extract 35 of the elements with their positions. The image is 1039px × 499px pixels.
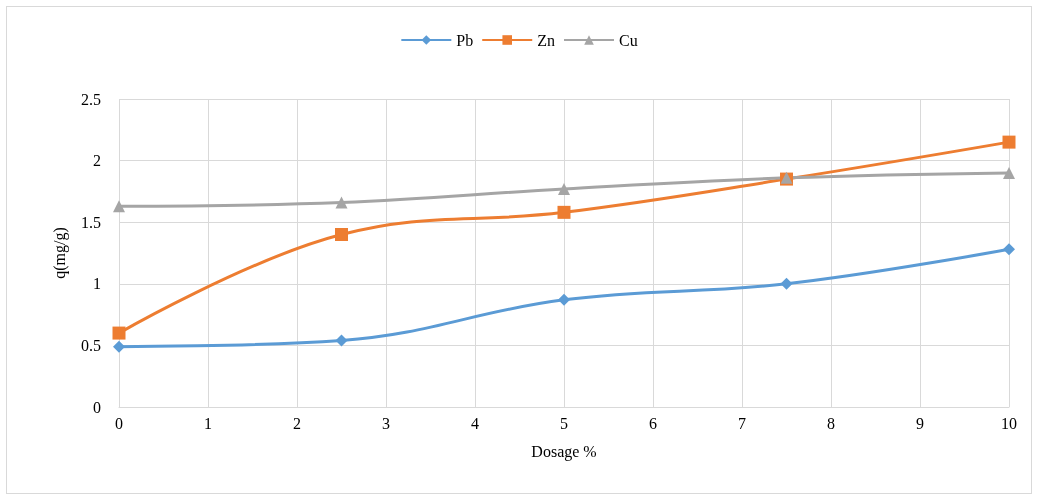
- x-tick-label: 10: [1001, 414, 1017, 432]
- y-tick-label: 2.5: [81, 90, 101, 108]
- x-tick-label: 9: [916, 414, 924, 432]
- point: [113, 200, 125, 213]
- x-tick-label: 1: [204, 414, 212, 432]
- legend-label: Pb: [456, 31, 474, 49]
- point: [335, 334, 348, 347]
- point: [335, 228, 348, 242]
- point: [780, 277, 793, 290]
- y-tick-label: 1.5: [81, 213, 101, 231]
- point: [1002, 135, 1016, 149]
- x-tick-label: 2: [293, 414, 301, 432]
- point: [1003, 243, 1015, 256]
- x-tick-label: 8: [827, 414, 835, 432]
- x-tick-label: 7: [738, 414, 746, 432]
- y-tick-label: 0: [93, 398, 101, 416]
- point: [557, 205, 571, 219]
- point: [112, 326, 126, 340]
- x-tick-label: 3: [382, 414, 390, 432]
- y-tick-label: 2: [93, 152, 101, 170]
- point: [113, 340, 125, 353]
- point: [558, 293, 570, 306]
- y-tick-label: 0.5: [81, 336, 101, 354]
- point: [335, 196, 348, 209]
- x-tick-label: 4: [471, 414, 479, 432]
- y-tick-label: 1: [93, 275, 101, 293]
- x-tick-label: 0: [115, 414, 123, 432]
- x-tick-label: 6: [649, 414, 657, 432]
- point: [558, 182, 570, 195]
- y-axis-title: q(mg/g): [50, 227, 69, 279]
- legend-label: Cu: [619, 31, 638, 49]
- x-tick-label: 5: [560, 414, 568, 432]
- legend-label: Zn: [537, 31, 556, 49]
- x-axis-title: Dosage %: [531, 442, 597, 461]
- point: [1003, 166, 1015, 179]
